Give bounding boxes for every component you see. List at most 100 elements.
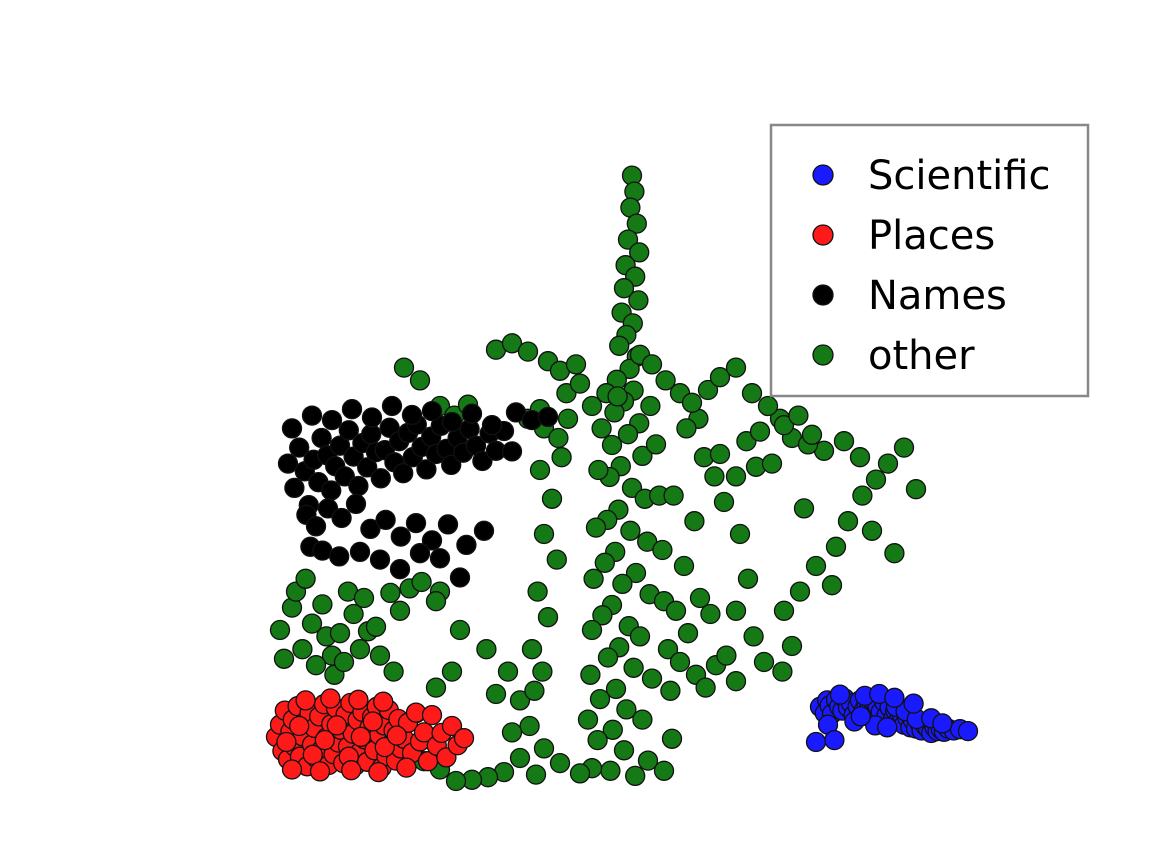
point-other [861,520,883,541]
point-scientific [932,713,953,734]
point-names [312,540,333,561]
point-places [350,726,371,748]
point-other [749,421,771,442]
legend-label-places: Places [868,213,995,259]
point-places [281,759,303,780]
point-other [709,443,731,465]
point-other [641,668,663,689]
point-other [757,395,779,417]
point-other [292,639,313,660]
points-layer [265,165,979,792]
legend-marker-other [812,344,834,366]
point-other [343,603,364,625]
point-other [737,568,759,589]
point-names [441,454,462,476]
point-scientific [850,706,871,727]
point-other [849,447,871,468]
point-other [789,581,811,602]
point-other [905,479,927,500]
point-other [684,511,705,532]
point-other [497,661,519,682]
point-other [663,485,684,506]
point-other [793,498,815,519]
point-other [441,661,463,682]
point-other [609,335,630,356]
point-other [589,688,611,710]
point-places [373,691,394,712]
point-other [409,370,431,391]
point-other [801,424,823,445]
legend-marker-scientific [812,164,834,186]
point-other [588,459,609,481]
point-other [295,568,316,589]
point-other [617,424,639,445]
point-names [357,457,378,478]
point-other [625,765,646,787]
point-names [401,404,423,426]
point-other [772,661,793,682]
point-names [421,530,443,551]
point-other [425,677,447,698]
point-other [537,607,559,628]
point-scientific [903,693,924,714]
point-other [613,740,635,761]
point-other [541,488,563,509]
point-names [393,463,414,484]
point-other [425,591,447,612]
point-other [607,386,628,407]
point-names [405,512,427,534]
point-names [481,415,503,436]
point-other [716,645,737,666]
point-other [527,581,548,602]
legend: Scientific Places Names other [769,123,1090,398]
point-other [529,459,551,481]
point-other [700,603,721,625]
point-other [665,600,687,621]
point-other [825,536,847,557]
series-names [277,395,559,588]
point-other [884,543,905,564]
point-other [641,354,663,375]
point-scientific [884,687,905,708]
point-other [533,738,555,759]
point-other [601,434,623,456]
point-other [725,466,747,487]
point-other [501,722,523,743]
point-scientific [805,731,827,753]
point-other [729,523,751,545]
point-places [396,757,417,778]
point-names [375,509,396,531]
point-other [349,639,371,660]
point-other [632,445,653,467]
point-places [341,760,362,781]
point-names [331,507,352,529]
point-other [837,511,859,532]
point-other [773,415,795,436]
point-places [295,690,316,711]
point-names [277,453,299,474]
point-other [852,485,873,506]
point-other [657,639,679,660]
point-names [281,418,303,439]
point-other [629,242,650,263]
point-places [289,715,310,737]
point-other [681,392,703,413]
point-other [549,752,571,774]
point-names [537,406,559,428]
point-other [602,719,623,740]
point-names [472,450,493,472]
point-other [620,520,641,541]
point-other [893,437,915,458]
point-other [743,626,764,647]
point-scientific [829,684,851,705]
point-names [441,411,463,433]
point-names [349,541,371,563]
point-other [269,619,291,641]
point-other [501,333,523,354]
point-places [453,728,475,749]
point-names [370,468,391,489]
point-other [877,453,899,474]
point-other [605,678,627,700]
point-other [587,729,608,751]
